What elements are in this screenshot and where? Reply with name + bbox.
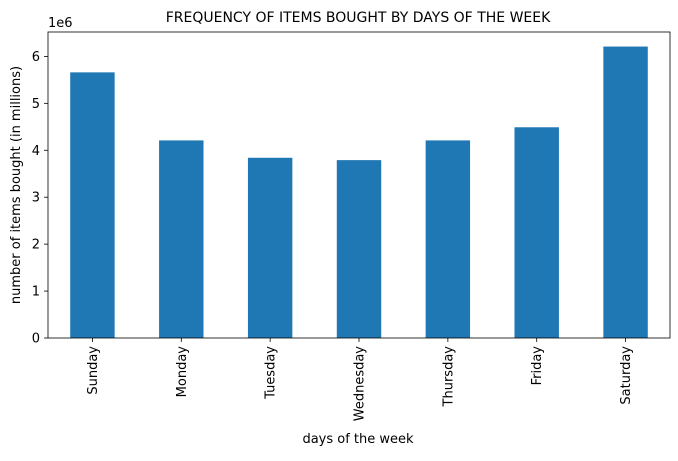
y-tick-label: 2 bbox=[32, 238, 40, 253]
x-axis-label: days of the week bbox=[302, 432, 414, 447]
x-tick-label: Wednesday bbox=[353, 346, 368, 422]
x-tick-label: Tuesday bbox=[264, 346, 279, 400]
bar-wednesday bbox=[336, 160, 382, 338]
y-tick-label: 6 bbox=[32, 50, 40, 65]
bar-friday bbox=[514, 127, 559, 339]
chart-title: FREQUENCY OF ITEMS BOUGHT BY DAYS OF THE… bbox=[166, 10, 551, 26]
bar-thursday bbox=[425, 140, 471, 338]
y-axis-offset-label: 1e6 bbox=[48, 16, 73, 31]
bar-tuesday bbox=[247, 157, 293, 338]
y-tick-label: 4 bbox=[32, 144, 40, 159]
x-tick-label: Monday bbox=[175, 346, 190, 398]
y-axis-label: number of items bought (in millions) bbox=[9, 66, 24, 304]
y-tick-label: 3 bbox=[32, 191, 40, 206]
x-tick-label: Saturday bbox=[619, 346, 634, 405]
y-tick-label: 0 bbox=[32, 332, 40, 347]
x-tick-label: Thursday bbox=[441, 346, 456, 408]
bars-layer bbox=[70, 46, 648, 339]
y-tick-label: 1 bbox=[32, 285, 40, 300]
bar-sunday bbox=[70, 72, 115, 339]
y-tick-label: 5 bbox=[32, 97, 40, 112]
bar-saturday bbox=[603, 46, 648, 339]
x-tick-label: Sunday bbox=[86, 346, 101, 395]
bar-monday bbox=[159, 140, 204, 338]
ticks-layer: 0 1 2 3 4 5 6 Sunday Monday Tuesday Wednesday Thurs… bbox=[32, 50, 634, 421]
x-tick-label: Friday bbox=[530, 346, 545, 386]
